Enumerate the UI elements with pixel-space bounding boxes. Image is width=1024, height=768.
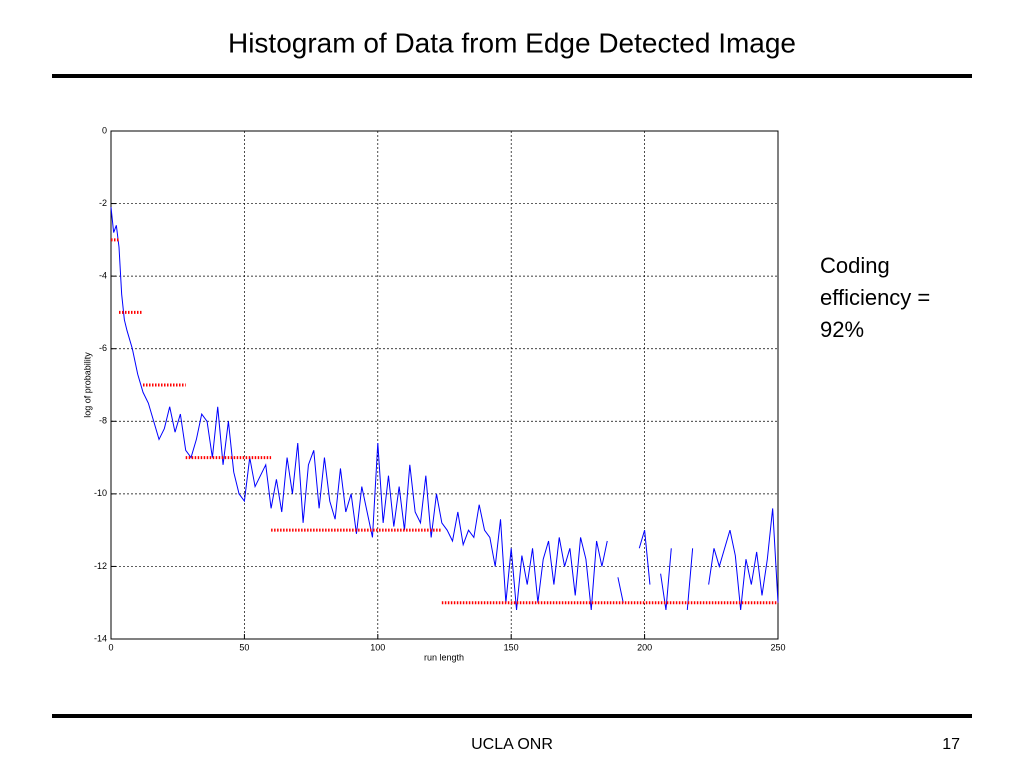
x-tick-label: 200 <box>637 642 652 652</box>
x-tick-label: 250 <box>770 642 785 652</box>
x-tick-label: 0 <box>108 642 113 652</box>
x-tick-label: 50 <box>239 642 249 652</box>
y-axis-label: log of probability <box>82 352 92 418</box>
x-axis-label: run length <box>424 652 464 662</box>
y-tick-label: -14 <box>94 633 107 643</box>
y-tick-label: -10 <box>94 488 107 498</box>
note: Coding efficiency = 92% <box>820 253 931 342</box>
plot-area <box>110 130 779 640</box>
y-tick-label: -6 <box>99 343 107 353</box>
y-tick-label: -4 <box>99 271 107 281</box>
slide-title: Histogram of Data from Edge Detected Ima… <box>228 27 796 58</box>
page-number: 17 <box>942 736 960 753</box>
y-tick-label: -8 <box>99 416 107 426</box>
y-tick-label: -2 <box>99 198 107 208</box>
y-tick-label: 0 <box>102 125 107 135</box>
data-line <box>110 207 779 611</box>
y-tick-label: -12 <box>94 561 107 571</box>
top-rule <box>52 74 972 78</box>
bottom-rule <box>52 714 972 718</box>
footer: UCLA ONR <box>471 736 553 753</box>
x-tick-label: 100 <box>370 642 385 652</box>
x-tick-label: 150 <box>504 642 519 652</box>
